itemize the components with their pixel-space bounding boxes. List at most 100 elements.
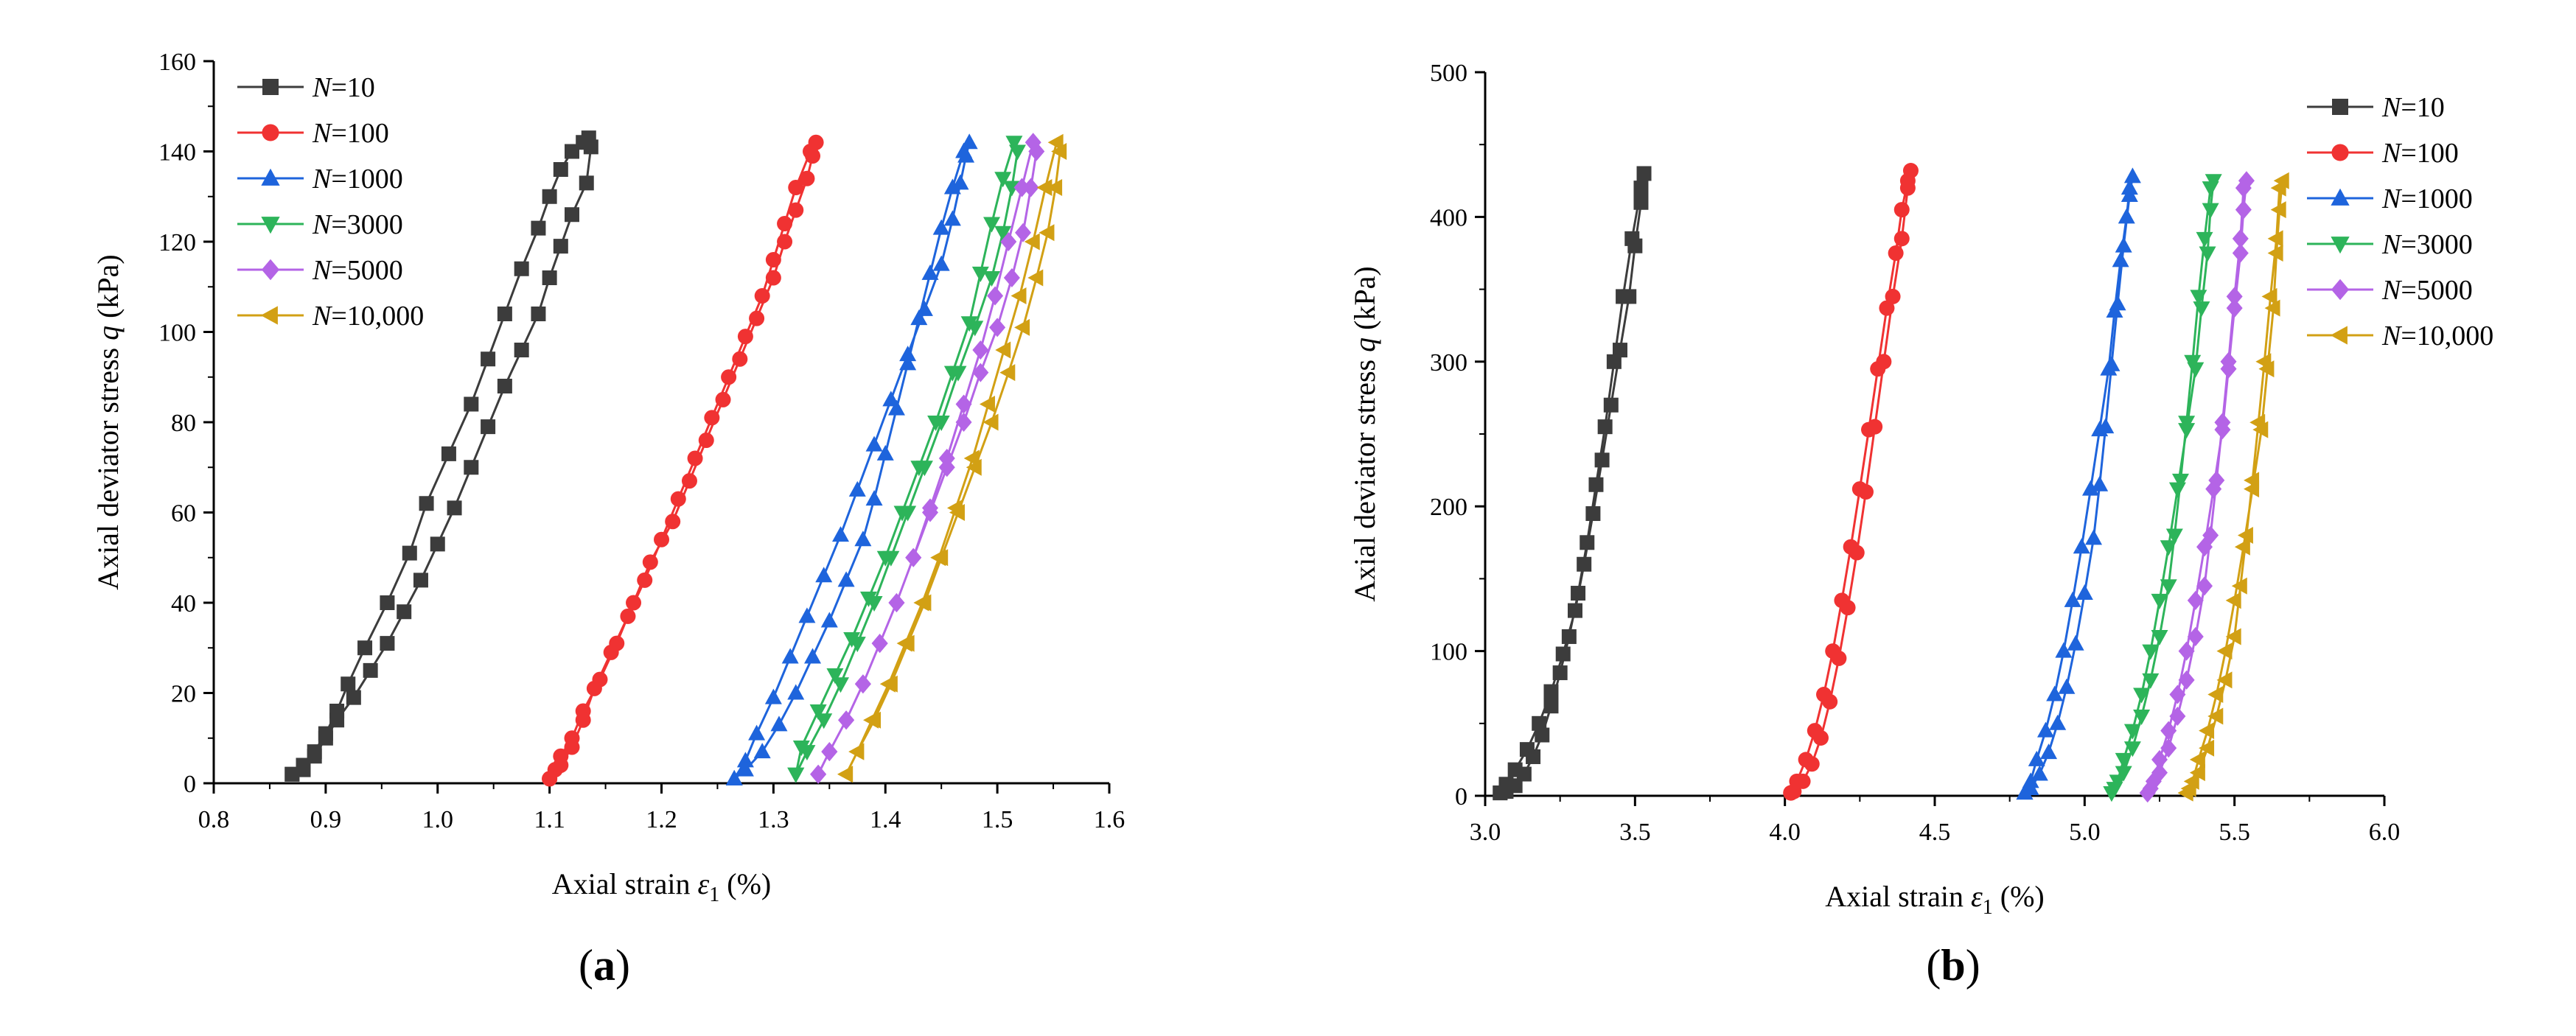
x-tick-label: 1.1 <box>534 806 565 833</box>
data-point <box>736 752 754 768</box>
data-point <box>963 449 980 467</box>
data-point <box>1885 288 1901 304</box>
data-point <box>698 433 714 448</box>
y-tick-label: 120 <box>158 229 196 256</box>
data-point <box>1633 181 1649 196</box>
data-point <box>2121 186 2138 202</box>
data-point <box>2189 764 2205 782</box>
data-point <box>1804 756 1820 772</box>
data-point <box>2178 641 2195 661</box>
data-point <box>2199 739 2215 757</box>
data-point <box>2028 750 2045 766</box>
data-point <box>736 760 754 777</box>
data-point <box>982 413 999 431</box>
data-point <box>764 688 782 704</box>
data-point <box>943 365 961 382</box>
data-point <box>2118 208 2135 224</box>
data-point <box>792 741 810 756</box>
data-point <box>2151 629 2168 645</box>
data-point <box>896 634 912 652</box>
data-point <box>2123 167 2141 183</box>
legend-label: N=100 <box>2381 138 2459 169</box>
data-point <box>380 636 395 651</box>
data-point <box>1849 545 1865 561</box>
data-point <box>514 343 529 357</box>
legend-label: N=3000 <box>312 209 403 240</box>
data-point <box>2202 525 2219 545</box>
data-point <box>681 473 697 489</box>
data-point <box>999 364 1016 382</box>
data-point <box>2151 749 2168 769</box>
data-point <box>932 219 950 235</box>
legend-label: N=1000 <box>312 164 403 195</box>
x-tick-label: 4.0 <box>1769 819 1801 846</box>
data-point <box>930 549 946 567</box>
data-point <box>787 684 805 700</box>
y-tick-label: 160 <box>158 49 196 76</box>
x-tick-label: 3.5 <box>1619 819 1651 846</box>
data-point <box>2216 671 2233 689</box>
y-tick-label: 140 <box>158 139 196 167</box>
data-point <box>2103 786 2121 802</box>
x-tick-label: 5.5 <box>2219 819 2250 846</box>
data-point <box>1585 506 1601 522</box>
data-point <box>1636 166 1652 181</box>
data-point <box>2226 287 2243 307</box>
data-point <box>2160 738 2177 758</box>
data-point <box>341 676 356 692</box>
data-point <box>1812 729 1829 746</box>
series-3000 <box>787 136 1026 783</box>
data-point <box>397 604 412 620</box>
x-tick-label: 5.0 <box>2069 819 2101 846</box>
data-point <box>553 757 569 773</box>
data-point <box>2207 686 2224 704</box>
data-point <box>843 632 861 648</box>
data-point <box>1606 354 1622 369</box>
data-point <box>564 739 580 755</box>
data-point <box>2193 301 2210 318</box>
data-point <box>876 550 894 567</box>
data-point <box>1047 133 1064 151</box>
data-point <box>2160 579 2177 595</box>
data-point <box>2196 231 2213 248</box>
x-tick-label: 1.0 <box>422 806 454 833</box>
legend-label: N=10 <box>312 72 375 103</box>
data-point <box>1588 477 1604 492</box>
data-point <box>1047 179 1063 196</box>
data-point <box>863 711 879 729</box>
data-point <box>481 419 496 435</box>
data-point <box>943 210 961 226</box>
legend-marker <box>2331 188 2350 206</box>
data-point <box>2226 298 2243 318</box>
data-point <box>715 391 731 407</box>
x-axis-label: Axial strain ε1 (%) <box>552 867 771 906</box>
legend-marker <box>2331 279 2350 301</box>
data-point <box>419 496 434 511</box>
data-point <box>2232 228 2249 248</box>
data-point <box>2036 721 2054 738</box>
data-point <box>1003 268 1020 287</box>
data-point <box>2151 763 2168 783</box>
data-point <box>2076 584 2093 601</box>
data-point <box>2151 593 2168 609</box>
data-point <box>765 270 781 286</box>
data-point <box>579 175 594 191</box>
y-tick-label: 0 <box>1455 783 1467 811</box>
data-point <box>2237 526 2253 544</box>
data-point <box>994 225 1012 242</box>
data-point <box>620 608 636 624</box>
panel-label: (a) <box>579 941 630 990</box>
x-tick-label: 1.3 <box>758 806 789 833</box>
data-point <box>2091 475 2109 491</box>
data-point <box>815 567 833 583</box>
legend-marker <box>262 79 279 95</box>
data-point <box>2190 290 2207 306</box>
data-point <box>809 704 827 720</box>
data-point <box>737 329 753 345</box>
data-point <box>955 413 972 432</box>
data-point <box>542 771 558 787</box>
series-line <box>733 141 971 780</box>
data-point <box>2097 418 2115 434</box>
x-tick-label: 4.5 <box>1919 819 1951 846</box>
data-point <box>798 607 816 623</box>
